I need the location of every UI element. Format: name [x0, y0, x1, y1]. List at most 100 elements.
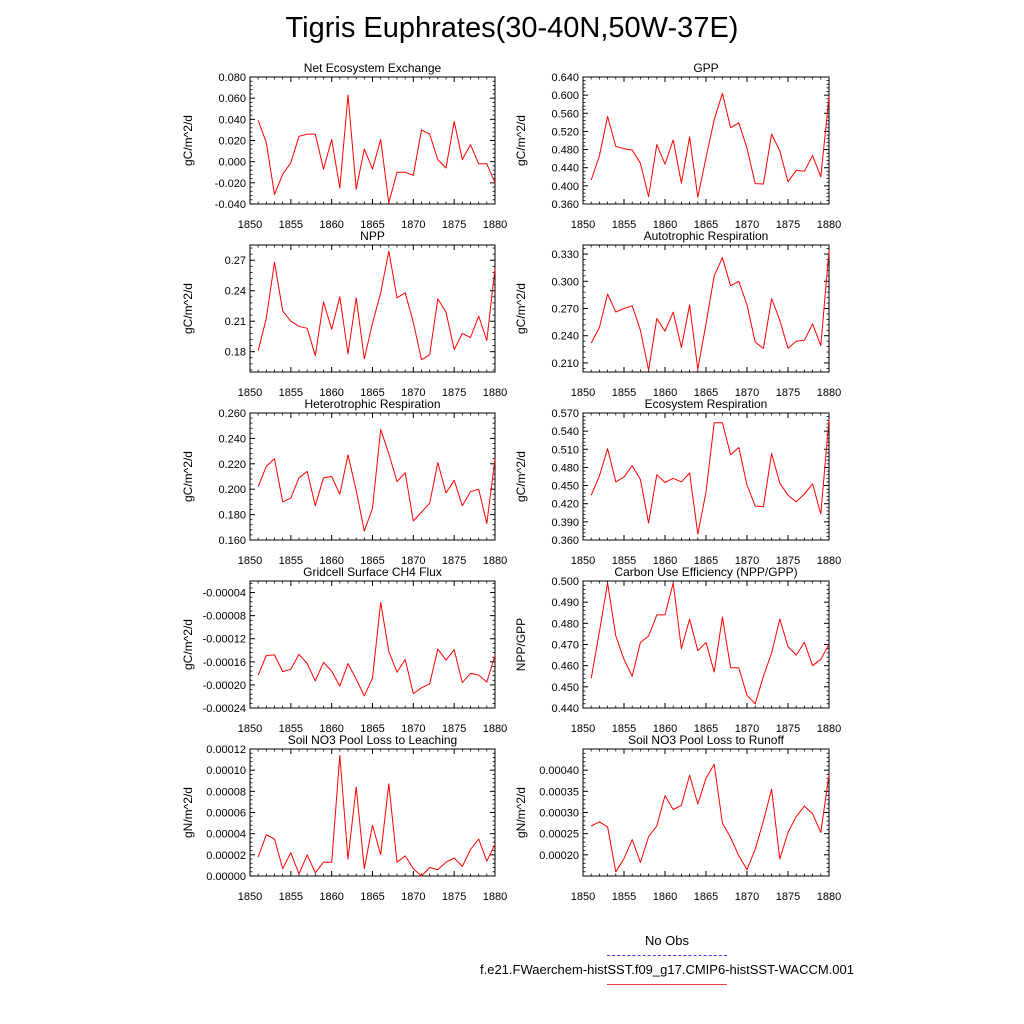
panel-2-ytick-label: 0.560 [551, 108, 579, 120]
panel-7-xtick-label: 1860 [319, 723, 343, 735]
panel-8-title: Carbon Use Efficiency (NPP/GPP) [614, 565, 797, 579]
panel-8-ytick-label: 0.470 [551, 640, 579, 652]
panel-5-ytick-label: 0.180 [218, 510, 246, 522]
panel-8-xtick-label: 1855 [612, 723, 636, 735]
panel-3-xtick-label: 1870 [401, 387, 425, 399]
panel-7-xtick-label: 1850 [238, 723, 262, 735]
panel-10-ytick-label: 0.00020 [539, 850, 579, 862]
panel-10-xtick-label: 1860 [653, 891, 677, 903]
panel-2-ytick-label: 0.520 [551, 126, 579, 138]
panel-5-ytick-label: 0.160 [218, 535, 246, 547]
panel-4-xtick-label: 1855 [612, 387, 636, 399]
panel-10-xtick-label: 1875 [776, 891, 800, 903]
panel-10-xtick-label: 1850 [571, 891, 595, 903]
panel-4-series-line [590, 250, 830, 371]
panel-6-title: Ecosystem Respiration [645, 397, 768, 411]
panel-7-xtick-label: 1870 [401, 723, 425, 735]
panel-5-frame [249, 412, 496, 541]
panel-9-ylabel: gN/m^2/d [181, 787, 195, 838]
panel-3-ylabel: gC/m^2/d [181, 283, 195, 334]
panel-7-title: Gridcell Surface CH4 Flux [303, 565, 442, 579]
panel-9-ytick-label: 0.00004 [206, 829, 246, 841]
panel-5-ytick-label: 0.260 [218, 408, 246, 420]
panel-4-ytick-label: 0.210 [551, 358, 579, 370]
panel-1-ytick-label: 0.080 [218, 72, 246, 84]
panel-1-xtick-label: 1870 [401, 219, 425, 231]
panel-4-title: Autotrophic Respiration [644, 229, 769, 243]
panel-2-ytick-label: 0.360 [551, 199, 579, 211]
panel-6-ytick-label: 0.420 [551, 499, 579, 511]
panel-1-ytick-label: 0.040 [218, 114, 246, 126]
panel-10-ytick-label: 0.00025 [539, 829, 579, 841]
panel-4-ytick-label: 0.300 [551, 276, 579, 288]
panel-5-ytick-label: 0.240 [218, 433, 246, 445]
panel-9-frame [249, 748, 496, 877]
panel-10-frame [582, 748, 830, 877]
panel-3-ytick-label: 0.18 [225, 347, 246, 359]
panel-5-xtick-label: 1855 [279, 555, 303, 567]
panel-6-frame [582, 412, 830, 541]
panel-8-ytick-label: 0.480 [551, 618, 579, 630]
panel-2-xtick-label: 1865 [694, 219, 718, 231]
panel-7-ytick-label: -0.00012 [203, 634, 246, 646]
panel-7-xtick-label: 1880 [483, 723, 507, 735]
panel-1-xtick-label: 1850 [238, 219, 262, 231]
panel-3-xtick-label: 1880 [483, 387, 507, 399]
panel-5-xtick-label: 1875 [442, 555, 466, 567]
panel-8-xtick-label: 1875 [776, 723, 800, 735]
panel-4-xtick-label: 1875 [776, 387, 800, 399]
panel-3-title: NPP [360, 229, 385, 243]
panel-8-xtick-label: 1870 [735, 723, 759, 735]
panel-6-xtick-label: 1855 [612, 555, 636, 567]
panel-3-xtick-label: 1860 [319, 387, 343, 399]
panel-5-xtick-label: 1870 [401, 555, 425, 567]
panel-8-xtick-label: 1880 [817, 723, 841, 735]
panel-6-ytick-label: 0.510 [551, 444, 579, 456]
panel-5-ytick-label: 0.200 [218, 484, 246, 496]
panel-8-frame [582, 580, 830, 709]
panel-4-ytick-label: 0.240 [551, 331, 579, 343]
legend-obs-line [607, 955, 727, 956]
panel-9-ytick-label: 0.00006 [206, 808, 246, 820]
panel-8-ytick-label: 0.500 [551, 576, 579, 588]
panel-8-ytick-label: 0.440 [551, 703, 579, 715]
panel-6-ytick-label: 0.540 [551, 426, 579, 438]
panel-9-series-line [257, 754, 496, 877]
panel-1-xtick-label: 1865 [360, 219, 384, 231]
panel-1-ytick-label: -0.040 [215, 199, 246, 211]
panel-2-title: GPP [693, 61, 718, 75]
panel-7-xtick-label: 1855 [279, 723, 303, 735]
panel-7-ytick-label: -0.00020 [203, 680, 246, 692]
panel-3-xtick-label: 1865 [360, 387, 384, 399]
panel-3-ytick-label: 0.21 [225, 316, 246, 328]
panel-1-xtick-label: 1875 [442, 219, 466, 231]
panel-8-xtick-label: 1865 [694, 723, 718, 735]
panel-8-ytick-label: 0.460 [551, 661, 579, 673]
panel-9-xtick-label: 1875 [442, 891, 466, 903]
panel-3-xtick-label: 1855 [279, 387, 303, 399]
panel-9-ytick-label: 0.00010 [206, 765, 246, 777]
panel-9-xtick-label: 1880 [483, 891, 507, 903]
panel-2-xtick-label: 1850 [571, 219, 595, 231]
panel-1-ytick-label: 0.000 [218, 157, 246, 169]
panel-4-ylabel: gC/m^2/d [514, 283, 528, 334]
panel-10-ylabel: gN/m^2/d [514, 787, 528, 838]
panel-8-series-line [590, 582, 830, 705]
panel-7-xtick-label: 1875 [442, 723, 466, 735]
legend-obs-label: No Obs [644, 933, 690, 948]
panel-5-xtick-label: 1865 [360, 555, 384, 567]
panel-10-xtick-label: 1880 [817, 891, 841, 903]
panel-10-ytick-label: 0.00030 [539, 808, 579, 820]
legend-case-label: f.e21.FWaerchem-histSST.f09_g17.CMIP6-hi… [480, 962, 854, 977]
panel-4-xtick-label: 1850 [571, 387, 595, 399]
panel-8-ylabel: NPP/GPP [514, 618, 528, 671]
panel-6-ylabel: gC/m^2/d [514, 451, 528, 502]
panel-1-series-line [257, 94, 496, 204]
panel-5-xtick-label: 1860 [319, 555, 343, 567]
panel-9-xtick-label: 1855 [279, 891, 303, 903]
panel-8-xtick-label: 1860 [653, 723, 677, 735]
panel-2-ytick-label: 0.600 [551, 90, 579, 102]
panel-9-xtick-label: 1850 [238, 891, 262, 903]
panel-9-xtick-label: 1860 [319, 891, 343, 903]
panel-7-ytick-label: -0.00004 [203, 588, 246, 600]
